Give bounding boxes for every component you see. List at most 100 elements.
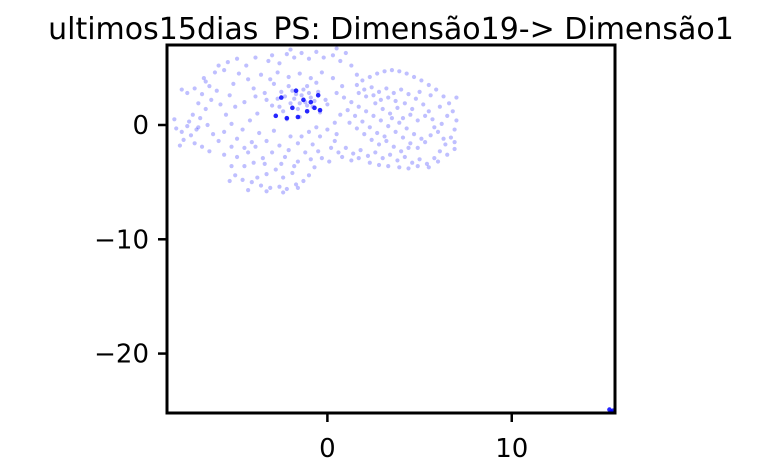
scatter-point bbox=[255, 175, 260, 180]
scatter-point bbox=[384, 138, 389, 144]
scatter-point bbox=[260, 156, 265, 161]
scatter-point bbox=[229, 144, 234, 149]
scatter-point bbox=[190, 112, 195, 117]
scatter-point bbox=[286, 74, 291, 80]
scatter-point bbox=[295, 106, 300, 112]
scatter-point bbox=[445, 113, 450, 118]
scatter-point bbox=[277, 184, 282, 189]
scatter-point bbox=[411, 132, 417, 137]
scatter-point bbox=[275, 70, 280, 75]
scatter-point bbox=[340, 84, 345, 89]
scatter-point bbox=[293, 88, 299, 94]
scatter-point bbox=[207, 149, 212, 154]
scatter-point bbox=[290, 88, 295, 93]
scatter-point bbox=[319, 70, 324, 75]
scatter-point bbox=[441, 136, 446, 141]
points-layer bbox=[172, 46, 616, 415]
scatter-point bbox=[328, 145, 334, 150]
scatter-point bbox=[426, 165, 431, 170]
scatter-point bbox=[244, 63, 249, 68]
scatter-point bbox=[306, 90, 312, 96]
scatter-point bbox=[432, 125, 437, 130]
scatter-point bbox=[203, 79, 208, 84]
scatter-point bbox=[437, 104, 442, 109]
scatter-point bbox=[369, 137, 374, 142]
scatter-point bbox=[406, 92, 411, 97]
scatter-point bbox=[286, 148, 291, 153]
scatter-point bbox=[292, 96, 297, 101]
scatter-point bbox=[258, 183, 264, 188]
scatter-point bbox=[288, 101, 293, 106]
scatter-point bbox=[314, 49, 319, 54]
scatter-point bbox=[301, 87, 306, 92]
scatter-point bbox=[340, 154, 345, 160]
scatter-point bbox=[391, 144, 396, 149]
scatter-point bbox=[174, 126, 179, 131]
scatter-point bbox=[210, 132, 216, 137]
scatter-point bbox=[386, 124, 391, 129]
scatter-point bbox=[299, 93, 304, 98]
scatter-point bbox=[279, 95, 284, 100]
scatter-point bbox=[349, 63, 354, 68]
scatter-point bbox=[192, 141, 197, 146]
scatter-point bbox=[295, 185, 300, 190]
scatter-point bbox=[354, 126, 359, 131]
scatter-point bbox=[382, 69, 387, 74]
scatter-point bbox=[395, 105, 400, 110]
scatter-point bbox=[305, 84, 310, 89]
scatter-point bbox=[249, 140, 254, 145]
scatter-point bbox=[338, 112, 343, 117]
scatter-point bbox=[439, 121, 444, 126]
scatter-point bbox=[402, 154, 407, 160]
scatter-point bbox=[415, 145, 420, 150]
scatter-point bbox=[225, 60, 230, 65]
scatter-point bbox=[314, 80, 319, 85]
scatter-point bbox=[264, 189, 269, 194]
scatter-point bbox=[257, 130, 262, 136]
scatter-point bbox=[434, 87, 439, 92]
scatter-point bbox=[269, 53, 275, 58]
scatter-point bbox=[253, 55, 258, 60]
scatter-point bbox=[437, 149, 442, 154]
scatter-point bbox=[299, 134, 304, 139]
scatter-point bbox=[448, 135, 454, 140]
scatter-point bbox=[371, 93, 376, 98]
scatter-point bbox=[417, 157, 422, 162]
scatter-point bbox=[295, 159, 300, 164]
scatter-point bbox=[222, 129, 227, 134]
scatter-point bbox=[327, 159, 332, 164]
scatter-point bbox=[376, 89, 382, 94]
scatter-point bbox=[253, 144, 258, 149]
scatter-point bbox=[216, 63, 221, 68]
scatter-point bbox=[203, 106, 208, 112]
scatter-point bbox=[341, 95, 347, 100]
scatter-point bbox=[240, 177, 245, 182]
scatter-point bbox=[308, 76, 313, 81]
y-tick-label: 0 bbox=[132, 111, 149, 141]
scatter-point bbox=[281, 190, 286, 195]
scatter-point bbox=[231, 81, 236, 86]
scatter-point bbox=[269, 150, 275, 155]
scatter-point bbox=[179, 87, 184, 92]
scatter-point bbox=[223, 112, 229, 117]
scatter-point bbox=[386, 164, 391, 169]
scatter-point bbox=[435, 129, 441, 134]
scatter-point bbox=[293, 92, 299, 97]
scatter-point bbox=[297, 101, 302, 106]
scatter-point bbox=[312, 165, 317, 170]
scatter-point bbox=[406, 166, 411, 171]
ticks-layer: 0 10 0 −10 −20 bbox=[94, 111, 528, 464]
scatter-point bbox=[454, 118, 459, 123]
axes-frame bbox=[165, 43, 617, 415]
scatter-point bbox=[395, 158, 400, 163]
scatter-point bbox=[410, 160, 415, 165]
scatter-point bbox=[308, 99, 314, 105]
scatter-point bbox=[356, 104, 361, 109]
scatter-point bbox=[295, 141, 300, 146]
scatter-point bbox=[282, 154, 288, 160]
y-tick-label: −20 bbox=[94, 340, 149, 370]
scatter-point bbox=[284, 52, 289, 57]
scatter-point bbox=[295, 114, 301, 120]
scatter-point bbox=[419, 136, 424, 141]
